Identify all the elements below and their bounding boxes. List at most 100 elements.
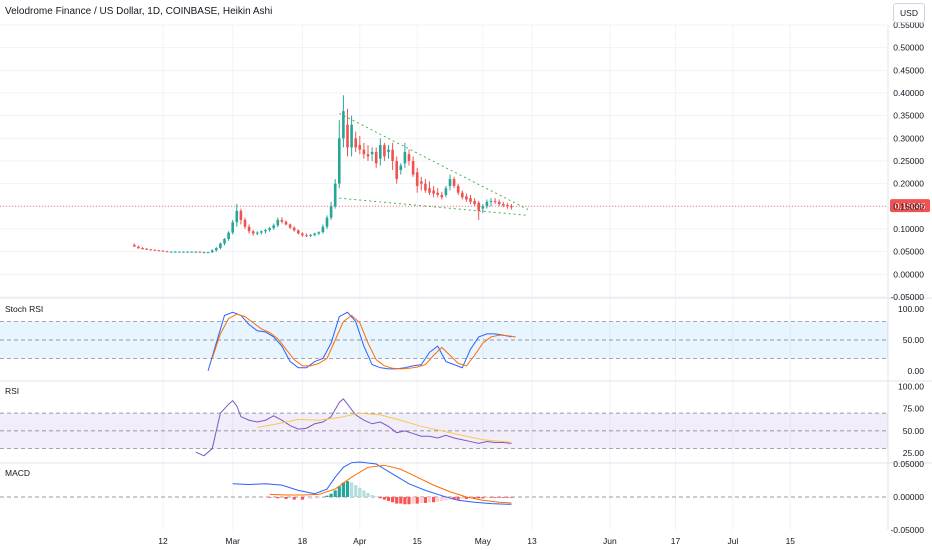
candle-body: [428, 188, 431, 193]
candle-body: [264, 229, 267, 232]
series-line: [257, 412, 512, 443]
candle-body: [493, 200, 497, 202]
candle-body: [444, 188, 448, 195]
candle-body: [346, 124, 349, 148]
candle-body: [161, 250, 165, 252]
candle-body: [231, 222, 234, 233]
candle-body: [268, 228, 271, 230]
candle-body: [403, 151, 407, 164]
candle-body: [243, 219, 247, 227]
histogram-bar: [391, 497, 395, 503]
candle-body: [342, 111, 345, 139]
y-tick-label: 0.05000: [893, 459, 924, 469]
histogram-bar: [485, 497, 489, 498]
histogram-bar: [309, 497, 313, 499]
chart-title: Velodrome Finance / US Dollar, 1D, COINB…: [5, 6, 272, 17]
candle-body: [194, 251, 198, 253]
candle-body: [432, 190, 435, 194]
y-tick-label: 0.45000: [893, 65, 924, 75]
candle-body: [461, 192, 464, 198]
candle-body: [256, 232, 259, 234]
trendline: [339, 197, 528, 216]
candle-body: [391, 149, 394, 161]
histogram-bar: [403, 497, 407, 505]
histogram-bar: [489, 497, 493, 498]
candle-body: [313, 233, 316, 235]
candle-body: [247, 226, 251, 232]
candle-body: [485, 201, 489, 207]
candle-body: [198, 251, 202, 253]
histogram-bar: [370, 495, 374, 497]
histogram-bar: [456, 497, 460, 500]
y-tick-label: 0.40000: [893, 88, 924, 98]
y-tick-label: 0.25000: [893, 156, 924, 166]
histogram-bar: [395, 497, 399, 504]
y-tick-label: 0.00000: [893, 269, 924, 279]
histogram-bar: [354, 485, 358, 497]
pane-title: RSI: [5, 386, 19, 396]
y-tick-label: -0.05000: [890, 292, 924, 302]
y-tick-label: 0.55000: [893, 20, 924, 30]
y-tick-label: 0.20000: [893, 179, 924, 189]
histogram-bar: [497, 497, 501, 498]
candle-body: [325, 217, 329, 227]
y-tick-label: 50.00: [903, 426, 925, 436]
x-tick-label: 12: [158, 536, 168, 546]
candle-body: [182, 251, 185, 253]
candle-body: [321, 226, 325, 233]
candle-body: [292, 227, 296, 231]
series-line: [269, 464, 512, 504]
histogram-bar: [436, 497, 440, 502]
x-tick-label: May: [475, 536, 492, 546]
histogram-bar: [374, 496, 378, 498]
candle-body: [379, 145, 382, 159]
histogram-bar: [345, 481, 350, 497]
candle-body: [407, 154, 411, 161]
y-tick-label: 0.05000: [893, 247, 924, 257]
candle-body: [219, 243, 222, 249]
histogram-bar: [341, 482, 345, 497]
candle-body: [145, 248, 148, 250]
histogram-bar: [366, 493, 370, 497]
x-tick-label: Apr: [353, 536, 366, 546]
histogram-bar: [427, 497, 432, 503]
series-line: [207, 311, 512, 371]
candle-body: [415, 172, 419, 186]
candle-body: [362, 149, 366, 155]
histogram-bar: [501, 497, 505, 498]
currency-button[interactable]: USD: [893, 3, 925, 23]
candle-body: [174, 251, 177, 253]
y-tick-label: 100.00: [898, 381, 924, 391]
trendline: [339, 112, 529, 210]
grid: [0, 24, 932, 530]
series-line: [232, 461, 512, 505]
candle-body: [305, 235, 308, 237]
y-tick-label: 50.00: [903, 335, 925, 345]
histogram-bar: [432, 497, 436, 503]
candle-body: [317, 232, 321, 234]
pane-title: Stoch RSI: [5, 304, 43, 314]
candle-body: [157, 250, 161, 252]
candle-body: [497, 201, 501, 205]
histogram-bar: [350, 482, 354, 497]
candle-body: [350, 124, 353, 148]
candle-body: [149, 249, 152, 251]
candle-body: [210, 250, 214, 253]
candle-body: [452, 179, 456, 186]
candle-body: [395, 161, 398, 180]
histogram-bar: [317, 497, 321, 499]
histogram-bar: [411, 497, 415, 504]
candle-body: [399, 165, 403, 171]
histogram-bar: [325, 495, 329, 497]
candle-body: [178, 251, 181, 253]
candle-body: [133, 244, 136, 247]
candle-body: [215, 248, 218, 251]
x-tick-label: Mar: [225, 536, 240, 546]
pane-title: MACD: [5, 468, 30, 478]
histogram-bar: [284, 497, 288, 499]
candle-body: [137, 246, 140, 249]
x-tick-label: 15: [786, 536, 796, 546]
candle-body: [506, 204, 509, 207]
histogram-bar: [419, 497, 423, 503]
